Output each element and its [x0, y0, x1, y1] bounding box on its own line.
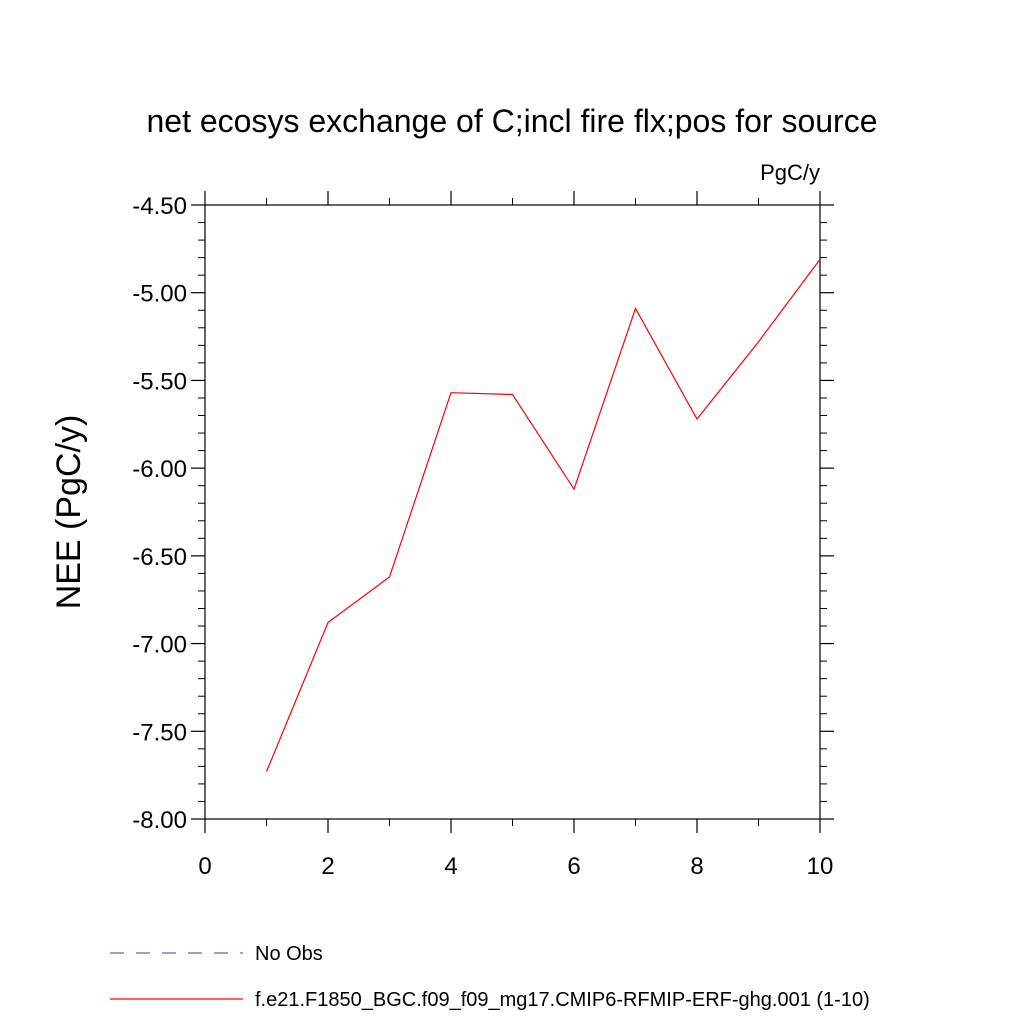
y-tick-label: -5.00	[132, 281, 187, 308]
axes: 0 2 4 6 8 10 -8.00 -7.50 -7.00 -6.50 -6.00 -5.50 -5.…	[132, 191, 834, 880]
y-tick-label: -5.50	[132, 368, 187, 395]
series-line	[265, 259, 821, 772]
x-tick-label: 2	[321, 853, 334, 880]
plot-frame	[204, 204, 821, 820]
y-tick-label: -7.50	[132, 719, 187, 746]
y-tick-label: -7.00	[132, 632, 187, 659]
legend: No Obs f.e21.F1850_BGC.f09_f09_mg17.CMIP6…	[110, 943, 870, 1011]
chart-title: net ecosys exchange of C;incl fire flx;p…	[146, 103, 877, 139]
x-tick-label: 0	[198, 853, 211, 880]
legend-label: f.e21.F1850_BGC.f09_f09_mg17.CMIP6-RFMIP…	[255, 989, 870, 1011]
y-tick-label: -6.00	[132, 456, 187, 483]
x-tick-label: 8	[690, 853, 703, 880]
x-tick-label: 10	[807, 853, 834, 880]
units-label: PgC/y	[760, 160, 820, 185]
series-layer	[265, 259, 821, 772]
y-axis-label: NEE (PgC/y)	[50, 415, 88, 610]
y-tick-label: -6.50	[132, 544, 187, 571]
x-tick-label: 4	[444, 853, 457, 880]
y-tick-label: -4.50	[132, 193, 187, 220]
y-tick-label: -8.00	[132, 807, 187, 834]
legend-label: No Obs	[255, 943, 323, 965]
x-tick-label: 6	[567, 853, 580, 880]
